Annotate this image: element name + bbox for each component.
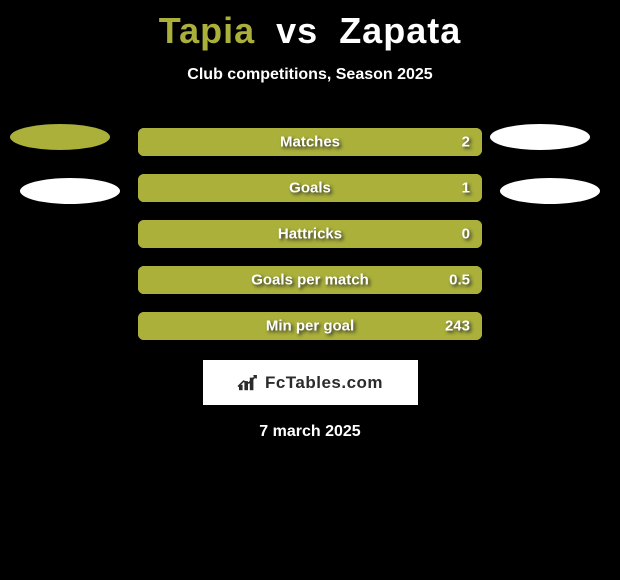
- vs-text: vs: [276, 10, 318, 51]
- stats-table: Matches 2 Goals 1 Hattricks 0 Goals per match 0…: [0, 128, 620, 340]
- stat-value: 1: [462, 180, 470, 197]
- stat-label: Hattricks: [278, 226, 342, 243]
- stat-label: Goals: [289, 180, 331, 197]
- bar-chart-icon: [237, 374, 259, 392]
- stat-row: Goals 1: [138, 174, 482, 202]
- stat-value: 2: [462, 134, 470, 151]
- stat-row: Min per goal 243: [138, 312, 482, 340]
- player1-name: Tapia: [159, 10, 255, 51]
- stat-row: Goals per match 0.5: [138, 266, 482, 294]
- decorative-ellipse: [500, 178, 600, 204]
- stat-label: Matches: [280, 134, 340, 151]
- fctables-logo: FcTables.com: [203, 360, 418, 405]
- decorative-ellipse: [20, 178, 120, 204]
- stat-label: Goals per match: [251, 272, 369, 289]
- stat-label: Min per goal: [266, 318, 354, 335]
- page-title: Tapia vs Zapata: [0, 0, 620, 52]
- stat-row: Matches 2: [138, 128, 482, 156]
- decorative-ellipse: [490, 124, 590, 150]
- stat-value: 0: [462, 226, 470, 243]
- subtitle: Club competitions, Season 2025: [0, 66, 620, 84]
- logo-text: FcTables.com: [265, 373, 383, 393]
- decorative-ellipse: [10, 124, 110, 150]
- stat-row: Hattricks 0: [138, 220, 482, 248]
- player2-name: Zapata: [339, 10, 461, 51]
- stat-value: 0.5: [449, 272, 470, 289]
- date-text: 7 march 2025: [0, 423, 620, 441]
- stat-value: 243: [445, 318, 470, 335]
